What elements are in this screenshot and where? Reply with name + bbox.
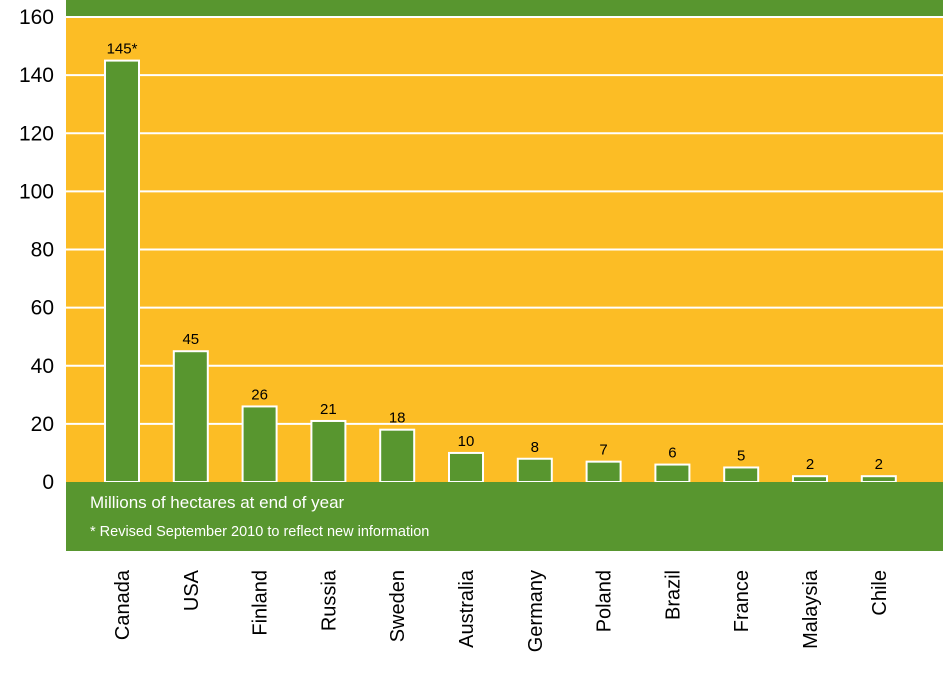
bar-value-label: 6 (668, 445, 676, 462)
category-label: Sweden (387, 570, 409, 642)
category-label: Germany (525, 570, 547, 652)
y-tick-label: 80 (31, 239, 54, 262)
bar (723, 466, 760, 483)
unit-note: Millions of hectares at end of year (90, 493, 345, 512)
category-label: France (731, 570, 753, 632)
gridlines (66, 16, 943, 425)
y-tick-label: 140 (19, 64, 54, 87)
category-label: Brazil (662, 570, 684, 620)
value-labels: 145* 45 26 21 18 10 8 7 6 5 2 2 (107, 41, 883, 474)
bar-value-label: 21 (320, 401, 337, 418)
category-label: Chile (869, 570, 891, 616)
bar-value-label: 145* (107, 41, 138, 58)
y-tick-label: 160 (19, 6, 54, 29)
bar-value-label: 5 (737, 447, 745, 464)
category-label: Canada (112, 569, 134, 640)
category-label: Poland (594, 570, 616, 632)
bar-value-label: 2 (806, 456, 814, 473)
bar-value-label: 7 (599, 442, 607, 459)
bar (172, 350, 209, 483)
bar (379, 428, 416, 483)
category-labels: Canada USA Finland Russia Sweden Australia Ger… (112, 569, 891, 652)
category-label: Russia (318, 569, 340, 631)
y-tick-label: 20 (31, 413, 54, 436)
bar-value-label: 18 (389, 410, 406, 427)
top-band (66, 0, 943, 16)
bar (104, 59, 140, 483)
bar (241, 405, 278, 483)
category-label: USA (181, 569, 203, 611)
y-tick-label: 60 (31, 297, 54, 320)
bar (654, 463, 691, 483)
category-label: Malaysia (800, 569, 822, 649)
plot-background (66, 0, 943, 482)
footnote: * Revised September 2010 to reflect new … (90, 524, 429, 540)
bar-value-label: 2 (875, 456, 883, 473)
bar (860, 475, 897, 483)
y-axis-ticks: 0 20 40 60 80 100 120 140 160 (19, 6, 54, 494)
y-tick-label: 100 (19, 180, 54, 203)
bar-value-label: 10 (458, 433, 475, 450)
bar (585, 460, 622, 483)
note-band (66, 482, 943, 551)
bar-value-label: 45 (182, 331, 199, 348)
bar (516, 457, 553, 483)
y-tick-label: 120 (19, 122, 54, 145)
bar (792, 475, 828, 483)
category-label: Australia (456, 569, 478, 648)
bar (448, 451, 484, 483)
bar-value-label: 8 (531, 439, 539, 456)
y-tick-label: 40 (31, 355, 54, 378)
y-tick-label: 0 (42, 471, 54, 494)
category-label: Finland (250, 570, 272, 636)
bar-value-label: 26 (251, 386, 268, 403)
bars (104, 59, 897, 483)
bar (310, 419, 347, 483)
